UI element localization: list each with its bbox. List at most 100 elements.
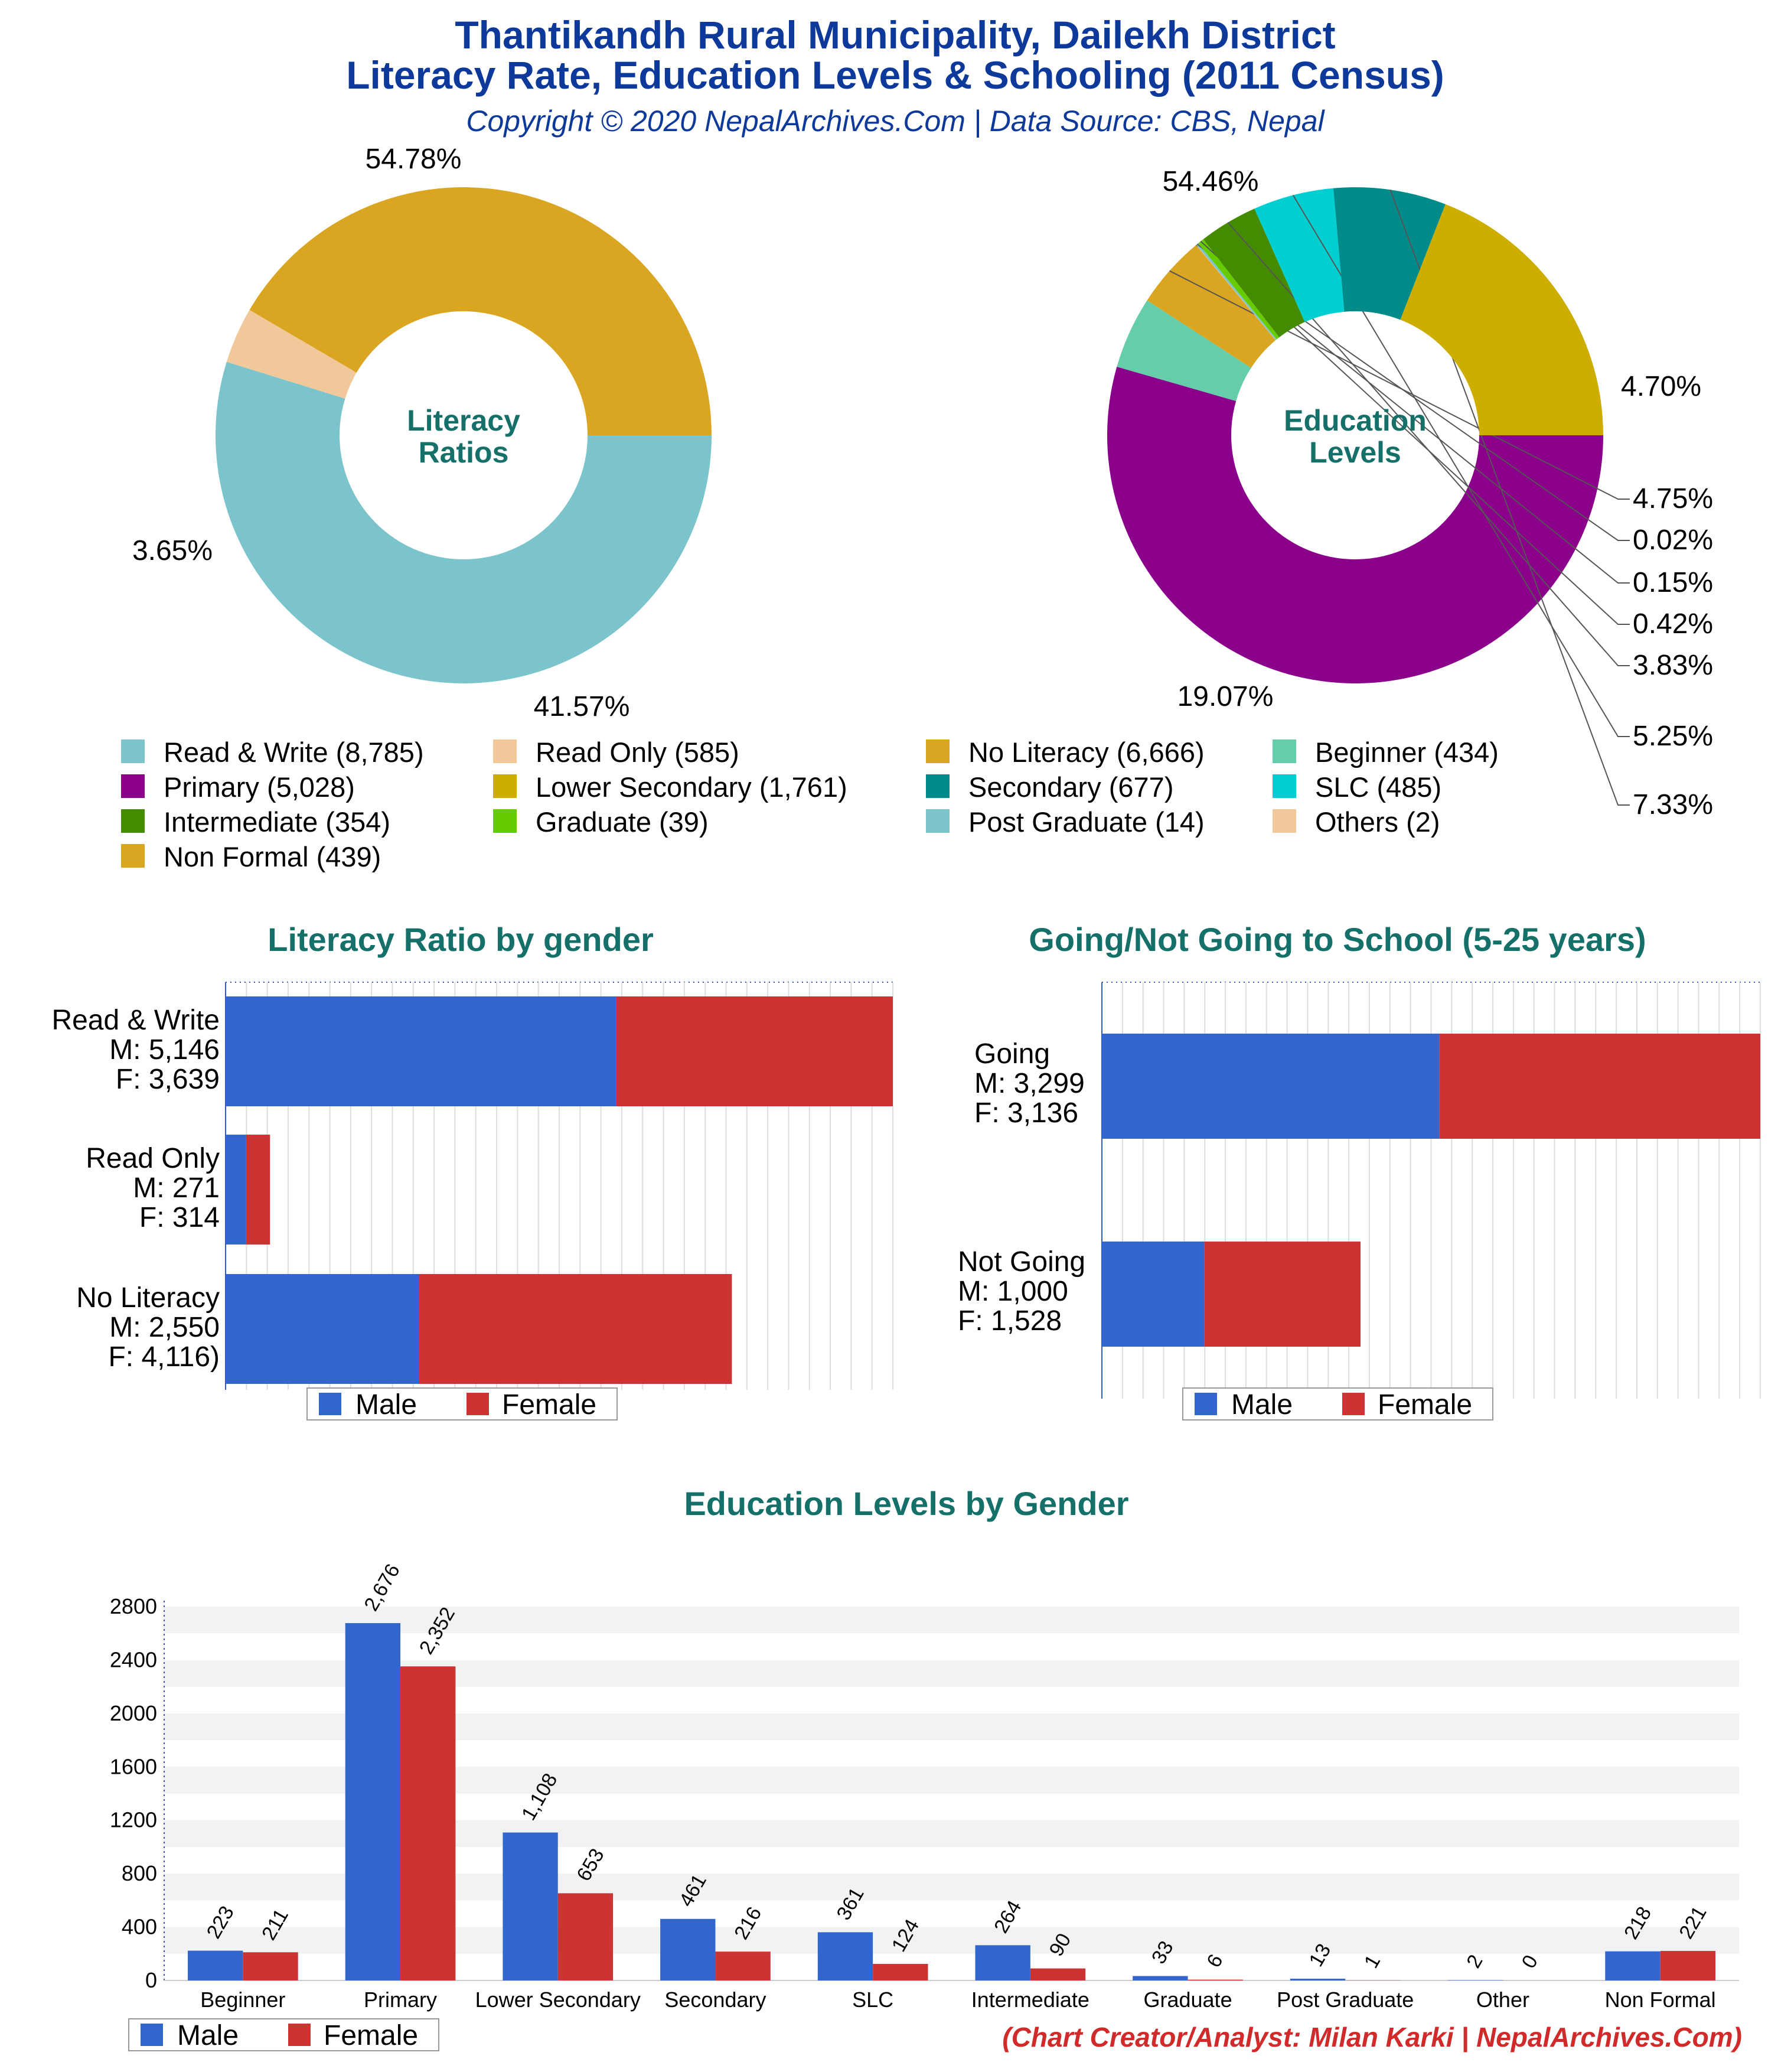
- donut-legend: Read & Write (8,785) Read Only (585) No Li…: [121, 737, 1499, 872]
- bar-category-label: F: 4,116): [108, 1341, 220, 1373]
- bar-male: [1605, 1951, 1660, 1980]
- bar-category-label: M: 5,146: [109, 1034, 220, 1066]
- donut-slice-intermediate: [1203, 208, 1305, 338]
- legend-swatch: [121, 809, 145, 833]
- bar-category-label: F: 3,136: [974, 1097, 1078, 1129]
- legend-label-female: Female: [1378, 1389, 1472, 1421]
- legend-swatch-male: [1195, 1393, 1217, 1415]
- bar-male: [503, 1832, 558, 1980]
- donut-percent-label: 54.46%: [1163, 166, 1259, 197]
- bar-male: [975, 1945, 1030, 1980]
- legend-swatch-female: [466, 1393, 489, 1415]
- donut-slice-read-only: [226, 310, 357, 399]
- donut-center-label: Education: [1284, 404, 1427, 437]
- bar-male: [817, 1932, 873, 1980]
- bar-category-label: Going: [974, 1038, 1050, 1070]
- leader-line: [1200, 240, 1630, 625]
- bar-category-label: Not Going: [958, 1246, 1085, 1278]
- legend-entry: Others (2): [1315, 806, 1440, 838]
- y-tick-label: 400: [122, 1915, 157, 1939]
- donut-slice-post-graduate: [1196, 243, 1277, 340]
- leader-line: [1196, 243, 1630, 584]
- y-tick-label: 2000: [110, 1701, 157, 1725]
- donut-slice-beginner: [1117, 300, 1251, 401]
- y-tick-label: 1600: [110, 1754, 157, 1778]
- credit-line: (Chart Creator/Analyst: Milan Karki | Ne…: [1002, 2022, 1742, 2053]
- bar-male: [226, 1274, 420, 1384]
- legend-swatch-male: [319, 1393, 341, 1415]
- leader-line: [1196, 244, 1630, 541]
- literacy-gender-title: Literacy Ratio by gender: [267, 921, 654, 958]
- legend-swatch-male: [141, 2024, 163, 2046]
- donut-slice-read-write: [216, 361, 712, 683]
- y-tick-label: 1200: [110, 1808, 157, 1832]
- donut-percent-label: 41.57%: [534, 691, 630, 722]
- legend-swatch: [926, 809, 950, 833]
- education-gender-title: Education Levels by Gender: [684, 1485, 1128, 1522]
- bar-male: [188, 1950, 243, 1980]
- chart-legend: [306, 1387, 618, 1421]
- bar-female: [873, 1963, 928, 1980]
- bar-female: [715, 1952, 771, 1980]
- legend-swatch-female: [288, 2024, 311, 2046]
- legend-entry: No Literacy (6,666): [968, 737, 1205, 768]
- page-title: Thantikandh Rural Municipality, Dailekh …: [455, 13, 1335, 57]
- donut-slice-secondary: [1333, 187, 1446, 320]
- x-tick-label: Non Formal: [1605, 1988, 1716, 2012]
- bar-female: [616, 996, 893, 1106]
- leader-line: [1292, 194, 1630, 737]
- grid-band: [164, 1633, 1739, 1660]
- x-tick-label: Secondary: [664, 1988, 766, 2012]
- legend-entry: Post Graduate (14): [968, 806, 1205, 838]
- bar-category-label: Read Only: [86, 1143, 220, 1174]
- x-tick-label: SLC: [852, 1988, 893, 2012]
- legend-swatch: [493, 774, 517, 798]
- donut-slice-lower-secondary: [1400, 204, 1603, 435]
- y-tick-label: 2400: [110, 1647, 157, 1672]
- x-tick-label: Post Graduate: [1277, 1988, 1414, 2012]
- bar-female: [557, 1893, 614, 1980]
- education-levels-donut: 54.46% 4.70% 4.75% 0.02% 0.15% 0.42% 3.83% 5.25…: [1107, 166, 1713, 820]
- legend-swatch: [121, 774, 145, 798]
- bar-male: [1133, 1976, 1188, 1980]
- legend-swatch: [1273, 774, 1296, 798]
- bar-male: [1102, 1034, 1440, 1139]
- donut-percent-label: 4.75%: [1633, 483, 1713, 514]
- bar-female: [1660, 1951, 1715, 1980]
- y-tick-label: 800: [122, 1861, 157, 1885]
- legend-label-male: Male: [1231, 1389, 1293, 1421]
- bar-female: [400, 1666, 456, 1980]
- legend-swatch: [121, 844, 145, 868]
- donut-percent-label: 4.70%: [1621, 371, 1701, 402]
- legend-swatch: [926, 774, 950, 798]
- x-tick-label: Beginner: [200, 1988, 285, 2012]
- donut-center-label: Ratios: [419, 436, 509, 469]
- donut-slice-primary: [1107, 366, 1603, 684]
- donut-center-label: Literacy: [407, 404, 520, 437]
- donut-percent-label: 0.02%: [1633, 524, 1713, 556]
- donut-percent-label: 0.15%: [1633, 567, 1713, 598]
- bar-male: [1102, 1242, 1205, 1347]
- legend-label-female: Female: [324, 2020, 418, 2051]
- page-title-line2: Literacy Rate, Education Levels & School…: [346, 53, 1444, 97]
- page-subtitle: Copyright © 2020 NepalArchives.Com | Dat…: [466, 105, 1325, 138]
- bar-female: [1439, 1034, 1760, 1139]
- bar-male: [345, 1623, 401, 1980]
- legend-entry: Primary (5,028): [164, 771, 355, 803]
- x-tick-label: Lower Secondary: [475, 1988, 641, 2012]
- legend-entry: Non Formal (439): [164, 841, 381, 872]
- chart-legend: [1182, 1387, 1493, 1421]
- legend-swatch: [926, 739, 950, 763]
- bar-category-label: F: 3,639: [116, 1064, 220, 1095]
- donut-percent-label: 3.83%: [1633, 650, 1713, 681]
- donut-slice-slc: [1254, 188, 1345, 322]
- legend-swatch-female: [1342, 1393, 1365, 1415]
- bar-female: [1030, 1968, 1086, 1980]
- bar-category-label: M: 271: [133, 1172, 220, 1204]
- bar-category-label: M: 1,000: [958, 1276, 1068, 1307]
- bar-category-label: M: 3,299: [974, 1068, 1085, 1099]
